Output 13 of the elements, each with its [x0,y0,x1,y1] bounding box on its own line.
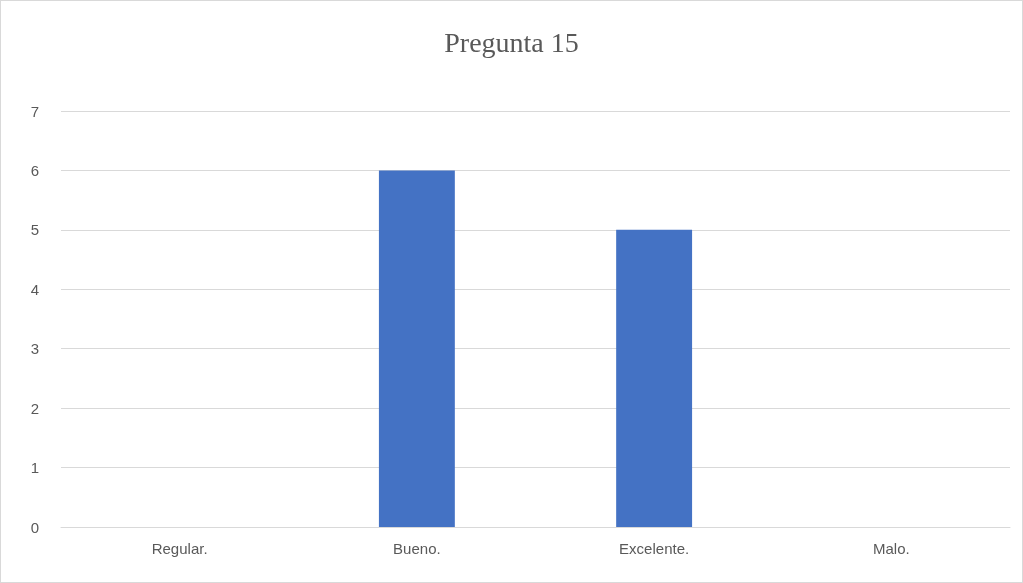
x-tick-label: Malo. [873,540,910,557]
y-tick-label: 0 [30,518,39,536]
x-tick-label: Regular. [151,540,208,557]
y-tick-label: 5 [30,221,39,239]
y-tick-label: 1 [30,459,39,477]
y-tick-label: 7 [30,102,39,120]
y-tick-label: 3 [30,340,39,358]
y-tick-label: 2 [30,399,39,417]
y-tick-label: 4 [30,280,39,298]
x-tick-label: Excelente. [619,540,690,557]
chart-title: Pregunta 15 [444,26,579,58]
x-tick-label: Bueno. [393,540,441,557]
y-tick-label: 6 [30,161,39,179]
